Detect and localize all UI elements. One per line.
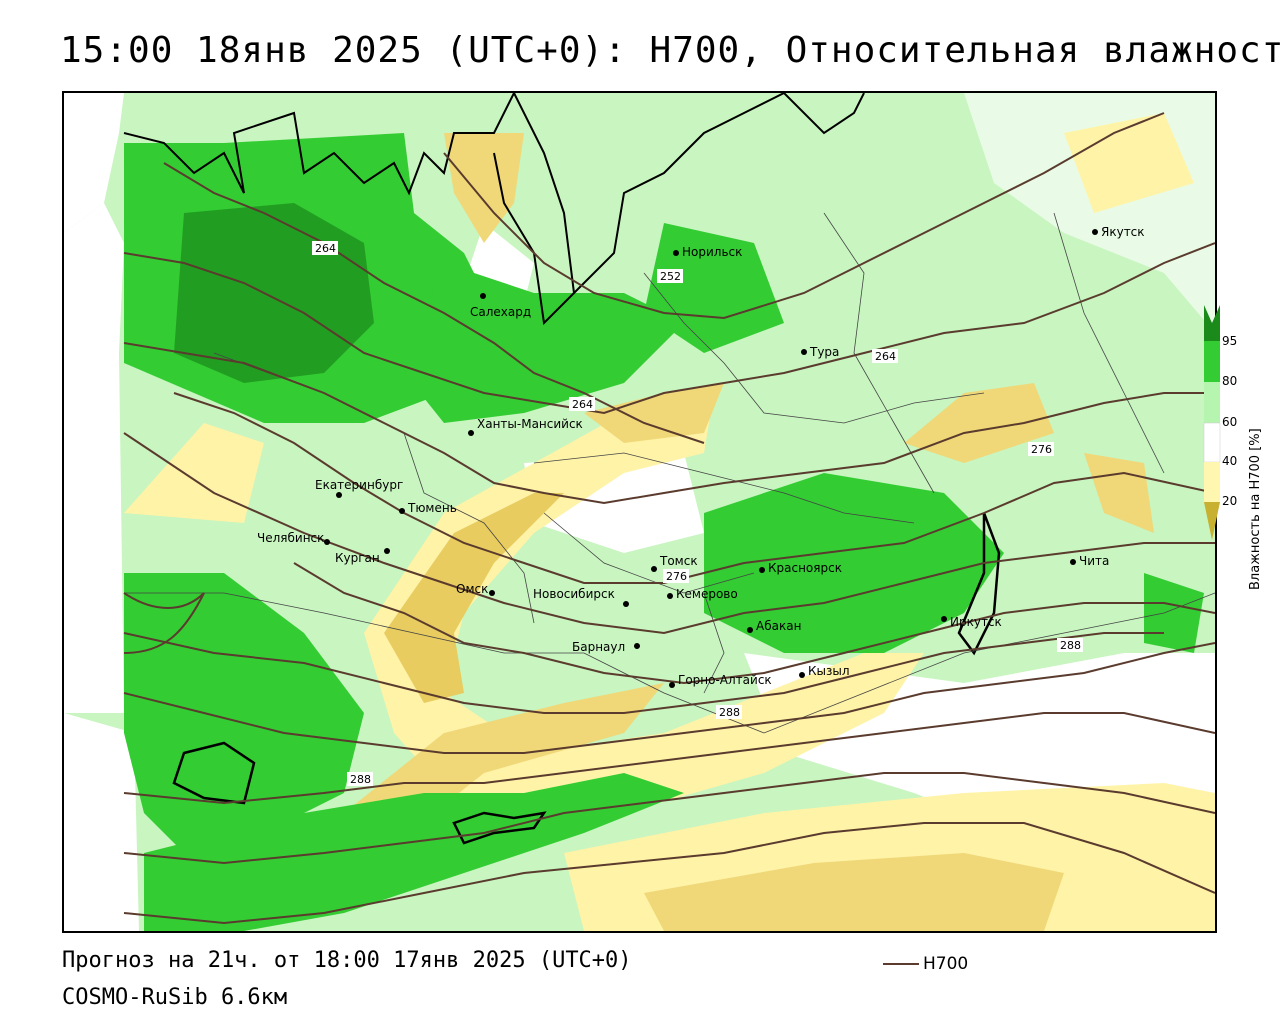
wet-area [124, 573, 364, 853]
city-salekhard: Салехард [470, 305, 531, 319]
city-khanty-mansiysk: Ханты-Мансийск [477, 417, 583, 431]
contour-label: 288 [1060, 639, 1081, 652]
lake-baikal [957, 512, 1001, 656]
city-chita: Чита [1079, 554, 1109, 568]
contour-label: 276 [1031, 443, 1052, 456]
city-omsk: Омск [456, 582, 488, 596]
coastline [783, 93, 865, 135]
city-kurgan: Курган [335, 551, 380, 565]
dry-band [1064, 113, 1194, 213]
wet-area [404, 263, 684, 423]
contour-label: 276 [666, 570, 687, 583]
city-krasnoyarsk: Красноярск [768, 561, 842, 575]
contour-label: 264 [572, 398, 593, 411]
legend-tick: 60 [1222, 415, 1238, 429]
wet-area [144, 773, 684, 931]
map-title: 15:00 18янв 2025 (UTC+0): H700, Относите… [60, 30, 1280, 71]
city-markers: Якутск Норильск Салехард Тура Ханты-Манс… [257, 225, 1145, 688]
contour-label: 252 [660, 270, 681, 283]
h700-contours [123, 112, 1215, 925]
legend-title: Влажность на Н700 [%] [1248, 428, 1263, 590]
city-chelyabinsk: Челябинск [257, 531, 324, 545]
dry-band [444, 133, 524, 243]
dry-band [644, 853, 1064, 931]
city-tyumen: Тюмень [407, 501, 457, 515]
city-novosibirsk: Новосибирск [533, 587, 615, 601]
city-irkutsk: Иркутск [950, 615, 1002, 629]
city-abakan: Абакан [756, 619, 801, 633]
legend-bin [1204, 382, 1220, 423]
legend-bin [1204, 341, 1220, 382]
city-norilsk: Норильск [682, 245, 742, 259]
forecast-info: Прогноз на 21ч. от 18:00 17янв 2025 (UTC… [62, 948, 632, 973]
dry-band-core [384, 493, 564, 703]
contour-label: 288 [350, 773, 371, 786]
city-barnaul: Барнаул [572, 640, 625, 654]
city-tura: Тура [809, 345, 839, 359]
legend-tick: 95 [1222, 334, 1238, 348]
contour-label: 288 [719, 706, 740, 719]
dry-area [64, 713, 139, 931]
legend-bin [1204, 502, 1220, 540]
dry-band [904, 383, 1054, 463]
coastline [573, 93, 785, 294]
lake-balkhash [172, 741, 256, 805]
coastline [493, 93, 576, 326]
city-gorno-altaysk: Горно-Алтайск [678, 673, 772, 687]
contour-label: 264 [315, 242, 336, 255]
dry-band [304, 683, 664, 913]
coastline [123, 93, 515, 196]
model-name: COSMO-RuSib 6.6км [62, 985, 288, 1010]
city-yekaterinburg: Екатеринбург [315, 478, 403, 492]
contour-legend-label: H700 [923, 954, 969, 974]
admin-borders [124, 212, 1215, 734]
dry-area [64, 203, 124, 713]
dry-area [64, 93, 124, 233]
city-kyzyl: Кызыл [808, 664, 850, 678]
dry-band [1084, 453, 1154, 533]
wet-area [644, 223, 784, 353]
contour-label-group: 264 252 264 264 276 276 288 288 288 [312, 241, 1083, 786]
legend-tick: 80 [1222, 374, 1238, 388]
legend-tick: 20 [1222, 494, 1238, 508]
city-yakutsk: Якутск [1101, 225, 1145, 239]
contour-line-swatch [883, 963, 919, 965]
city-tomsk: Томск [659, 554, 698, 568]
dry-band [124, 423, 264, 523]
city-kemerovo: Кемерово [676, 587, 738, 601]
legend-bin [1204, 462, 1220, 502]
map-canvas: 264 252 264 264 276 276 288 288 288 Якут… [64, 93, 1215, 931]
legend-tick: 40 [1222, 454, 1238, 468]
weather-map: 264 252 264 264 276 276 288 288 288 Якут… [62, 91, 1217, 933]
contour-label: 264 [875, 350, 896, 363]
legend-bin [1203, 422, 1221, 463]
humidity-legend [1203, 305, 1221, 540]
lake-issykkul [452, 811, 547, 845]
legend-bin [1204, 305, 1220, 341]
dry-band [584, 383, 724, 443]
contour-legend: H700 [883, 954, 968, 974]
dry-band [364, 393, 924, 833]
